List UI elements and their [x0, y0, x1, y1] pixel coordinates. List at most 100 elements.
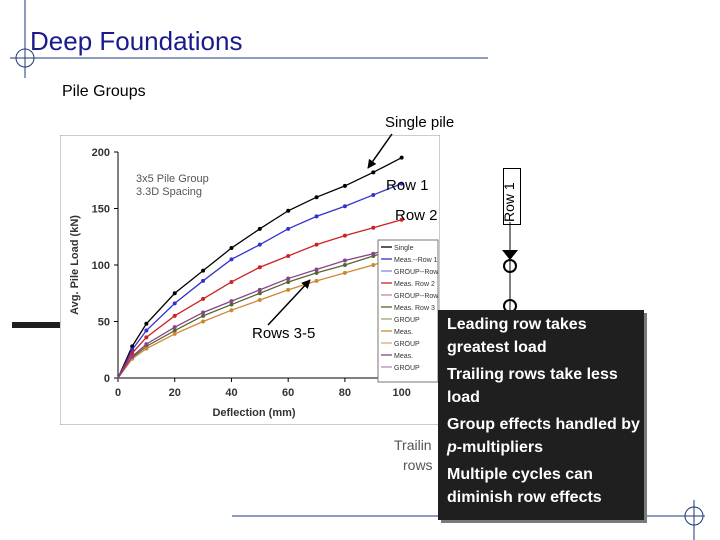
bullet-leading-row: Leading row takes greatest load [447, 316, 587, 356]
bullet-multiple-cycles: Multiple cycles can diminish row effects [447, 466, 602, 506]
key-points-box: Leading row takes greatest load Trailing… [438, 310, 644, 520]
series-point [130, 351, 135, 356]
series-point [342, 204, 347, 209]
series-point [257, 265, 262, 270]
series-point [286, 253, 291, 258]
series-point [399, 181, 404, 186]
series-point [314, 278, 319, 283]
series-point [257, 287, 262, 292]
series-point [172, 291, 177, 296]
legend-entry: Meas. [394, 329, 413, 336]
y-tick-label: 100 [92, 260, 110, 272]
chart-annotation: 3.3D Spacing [136, 186, 202, 198]
legend-entry: GROUP [394, 365, 420, 372]
legend-entry: GROUP--Row 2 [394, 293, 440, 300]
x-tick-label: 80 [339, 387, 351, 399]
rows-fragment: rows [403, 457, 433, 473]
bullet-group-pre: Group effects handled by [447, 416, 640, 433]
legend-entry: Meas.--Row 1 [394, 257, 438, 264]
series-point [229, 246, 234, 251]
series-line [117, 244, 402, 379]
series-point [342, 183, 347, 188]
series-point [286, 287, 291, 292]
series-point [172, 328, 177, 333]
series-point [257, 242, 262, 247]
legend-entry: GROUP--Row 1 [394, 269, 440, 276]
x-tick-label: 60 [282, 387, 294, 399]
series-point [130, 347, 135, 352]
series-point [286, 226, 291, 231]
series-point [342, 263, 347, 267]
series-point [130, 354, 135, 359]
series-point [172, 331, 177, 336]
series-point [172, 313, 177, 318]
y-tick-label: 0 [104, 373, 110, 385]
series-point [314, 214, 319, 219]
legend-entry: Single [394, 245, 414, 252]
chart-annotation: 3x5 Pile Group [136, 173, 209, 185]
slide-title: Deep Foundations [30, 26, 243, 56]
series-line [117, 255, 402, 379]
x-axis-label: Deflection (mm) [212, 407, 295, 419]
left-marker [12, 322, 60, 328]
series-line [117, 247, 402, 379]
series-point [229, 257, 234, 262]
series-line [117, 157, 402, 379]
series-point [286, 208, 291, 213]
series-point [229, 299, 234, 304]
series-point [201, 278, 206, 283]
series-point [201, 296, 206, 301]
series-point [314, 270, 319, 275]
chart-frame [60, 135, 440, 425]
single-pile-label: Single pile [385, 114, 455, 131]
series-point [257, 298, 262, 303]
row2-label: Row 2 [395, 207, 438, 224]
series-line [117, 183, 402, 379]
series-point [229, 279, 234, 284]
series-point [371, 170, 376, 175]
series-point [201, 310, 206, 315]
series-point [172, 325, 177, 330]
series-point [314, 242, 319, 247]
series-point [371, 263, 376, 267]
legend-entry: GROUP [394, 341, 420, 348]
rows35-label: Rows 3-5 [252, 325, 316, 342]
series-point [172, 301, 177, 306]
y-tick-label: 50 [98, 317, 110, 329]
series-point [371, 251, 376, 256]
series-point [229, 308, 234, 313]
bullet-group-em: p [447, 439, 457, 456]
series-point [399, 155, 404, 160]
series-point [144, 346, 149, 351]
series-point [229, 302, 234, 307]
x-tick-label: 20 [169, 387, 181, 399]
series-point [144, 321, 149, 326]
legend-entry: Meas. [394, 353, 413, 360]
series-point [201, 313, 206, 318]
series-point [371, 225, 376, 230]
series-point [399, 217, 404, 222]
series-point [257, 291, 262, 296]
series-point [286, 279, 291, 284]
series-point [286, 276, 291, 281]
series-point [144, 342, 149, 347]
series-point [144, 328, 149, 333]
y-tick-label: 200 [92, 147, 110, 159]
legend-entry: GROUP [394, 317, 420, 324]
row1-label: Row 1 [386, 177, 429, 194]
series-line [117, 219, 402, 379]
bullet-group-effects: Group effects handled by p-multipliers [447, 413, 641, 459]
trailing-fragment: Trailin [394, 437, 432, 453]
y-tick-label: 150 [92, 204, 110, 216]
series-point [342, 270, 347, 275]
series-point [257, 226, 262, 231]
bullet-trailing-rows: Trailing rows take less load [447, 366, 618, 406]
x-tick-label: 0 [115, 387, 121, 399]
series-point [342, 233, 347, 238]
series-point [201, 268, 206, 273]
legend-entry: Meas. Row 2 [394, 281, 435, 288]
series-point [144, 335, 149, 340]
y-axis-label: Avg. Pile Load (kN) [69, 215, 81, 315]
bullet-group-post: -multipliers [456, 439, 544, 456]
